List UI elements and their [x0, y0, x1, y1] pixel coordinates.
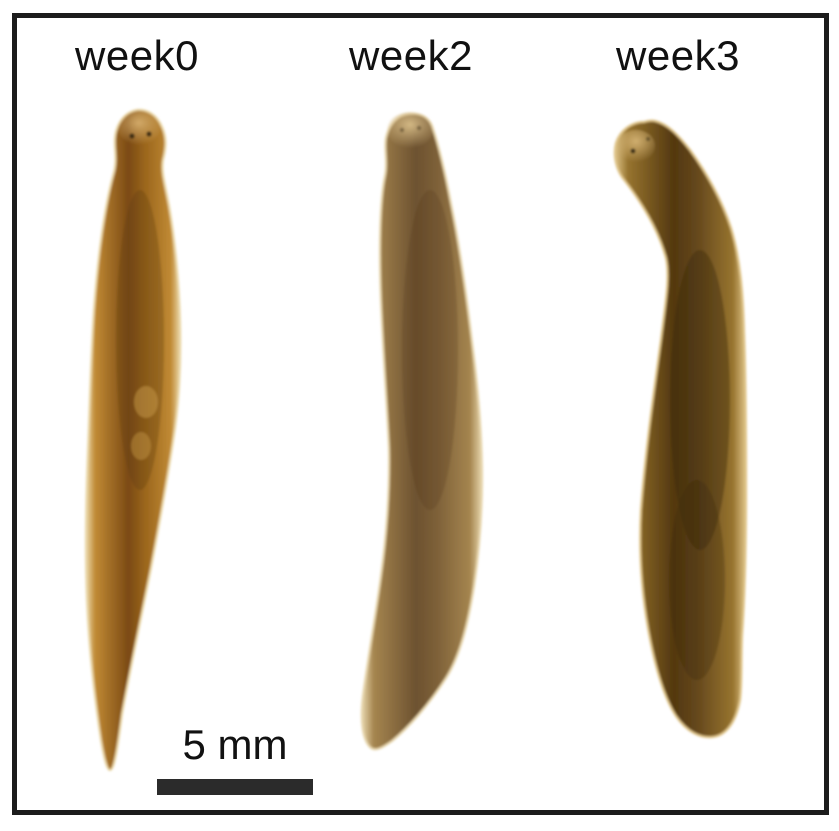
planarian-week2-right-eye: [416, 125, 422, 131]
planarian-week3-head-highlight: [617, 130, 655, 162]
planarian-week3-right-eye: [646, 137, 650, 141]
planarian-week2-dark-core: [402, 190, 458, 510]
planarian-week3-dark-core-2: [669, 480, 725, 680]
panel-label-week3: week3: [616, 32, 740, 79]
planarian-week2-head-highlight: [387, 112, 433, 148]
planarian-week0-right-eye: [146, 131, 152, 137]
planarian-photo-week2: [360, 112, 484, 751]
scale-bar-label: 5 mm: [182, 721, 288, 768]
planarian-photo-week0: [84, 108, 182, 772]
planarian-week0-light-patch-1: [134, 386, 158, 418]
planarian-week2-left-eye: [399, 127, 405, 133]
planarian-week0-left-eye: [129, 133, 135, 139]
figure-frame: [12, 13, 829, 815]
scale-bar: [157, 779, 313, 795]
planarian-week3-dark-core-1: [670, 250, 730, 550]
planarian-week3-left-eye: [630, 148, 636, 154]
panel-label-week2: week2: [349, 32, 473, 79]
panel-label-week0: week0: [75, 32, 199, 79]
planarian-photo-week3: [613, 119, 748, 739]
planarian-week0-light-patch-2: [131, 432, 151, 460]
